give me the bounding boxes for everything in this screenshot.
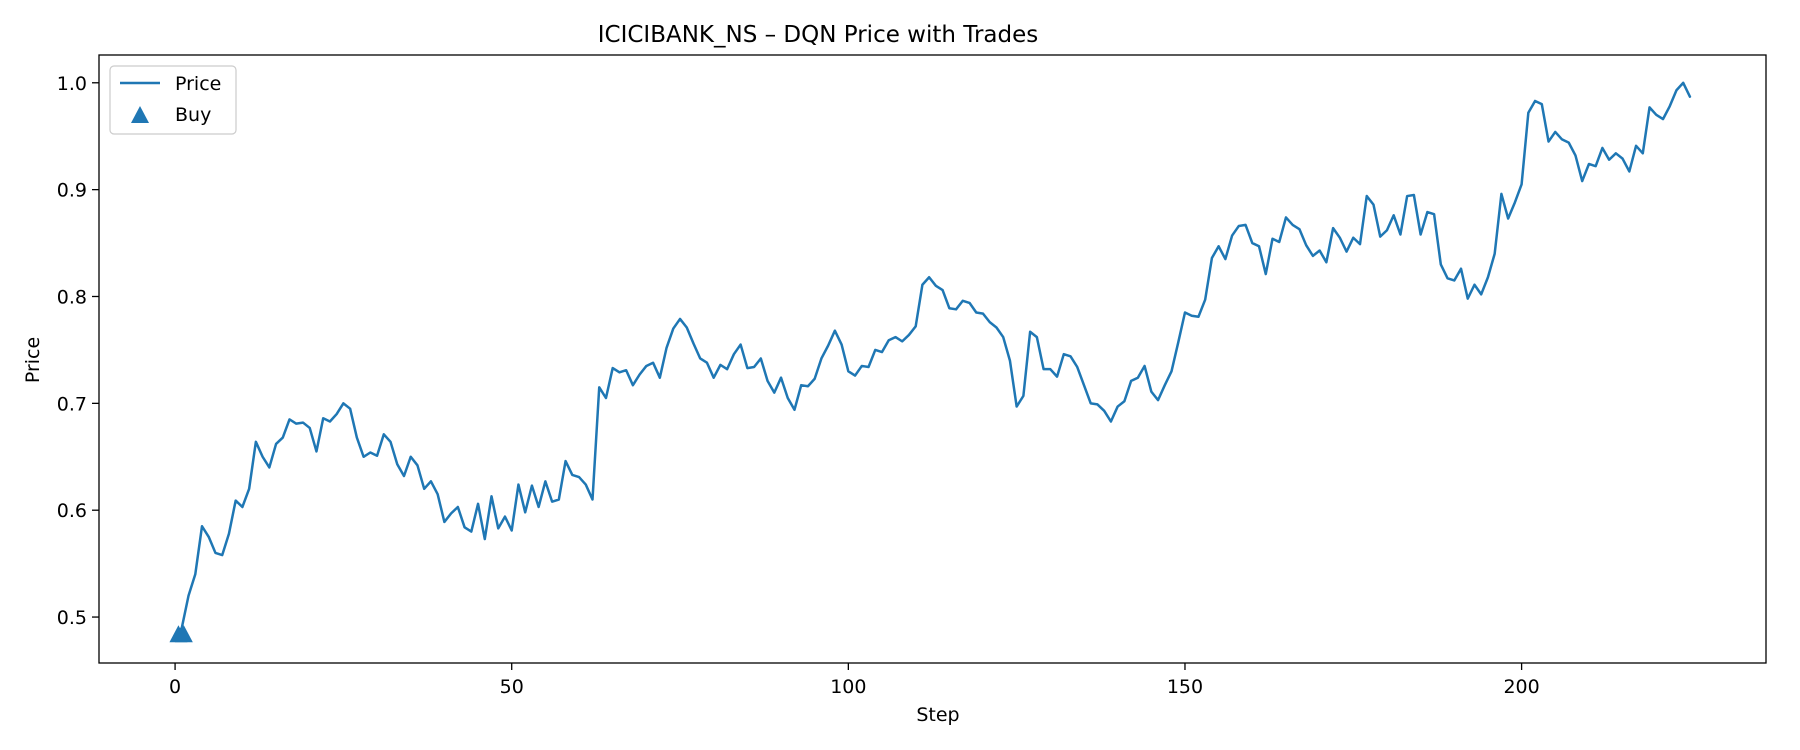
plot-area xyxy=(169,81,1692,643)
y-tick-label: 0.9 xyxy=(57,180,87,202)
buy-marker xyxy=(174,625,193,643)
x-axis-ticks: 0 50 100 150 200 xyxy=(169,663,1540,698)
y-tick-label: 0.7 xyxy=(57,393,87,415)
buy-markers xyxy=(169,625,193,643)
plot-frame xyxy=(98,54,1767,664)
y-tick-label: 0.5 xyxy=(57,607,87,629)
legend-buy-swatch xyxy=(131,106,149,123)
chart-title: ICICIBANK_NS – DQN Price with Trades xyxy=(598,22,1039,48)
y-tick-label: 1.0 xyxy=(57,73,87,95)
x-tick-label: 100 xyxy=(830,676,866,698)
x-tick-label: 150 xyxy=(1167,676,1203,698)
x-tick-label: 50 xyxy=(500,676,524,698)
y-axis-label: Price xyxy=(22,337,44,383)
y-axis-ticks: 0.5 0.6 0.7 0.8 0.9 1.0 xyxy=(57,73,99,629)
price-series-line xyxy=(173,81,1692,639)
legend-price-label: Price xyxy=(175,73,221,95)
x-tick-label: 0 xyxy=(169,676,181,698)
x-axis-label: Step xyxy=(916,704,959,726)
x-tick-label: 200 xyxy=(1503,676,1539,698)
legend-buy-label: Buy xyxy=(175,104,211,126)
y-tick-label: 0.8 xyxy=(57,286,87,308)
legend: Price Buy xyxy=(109,65,237,135)
y-tick-label: 0.6 xyxy=(57,500,87,522)
